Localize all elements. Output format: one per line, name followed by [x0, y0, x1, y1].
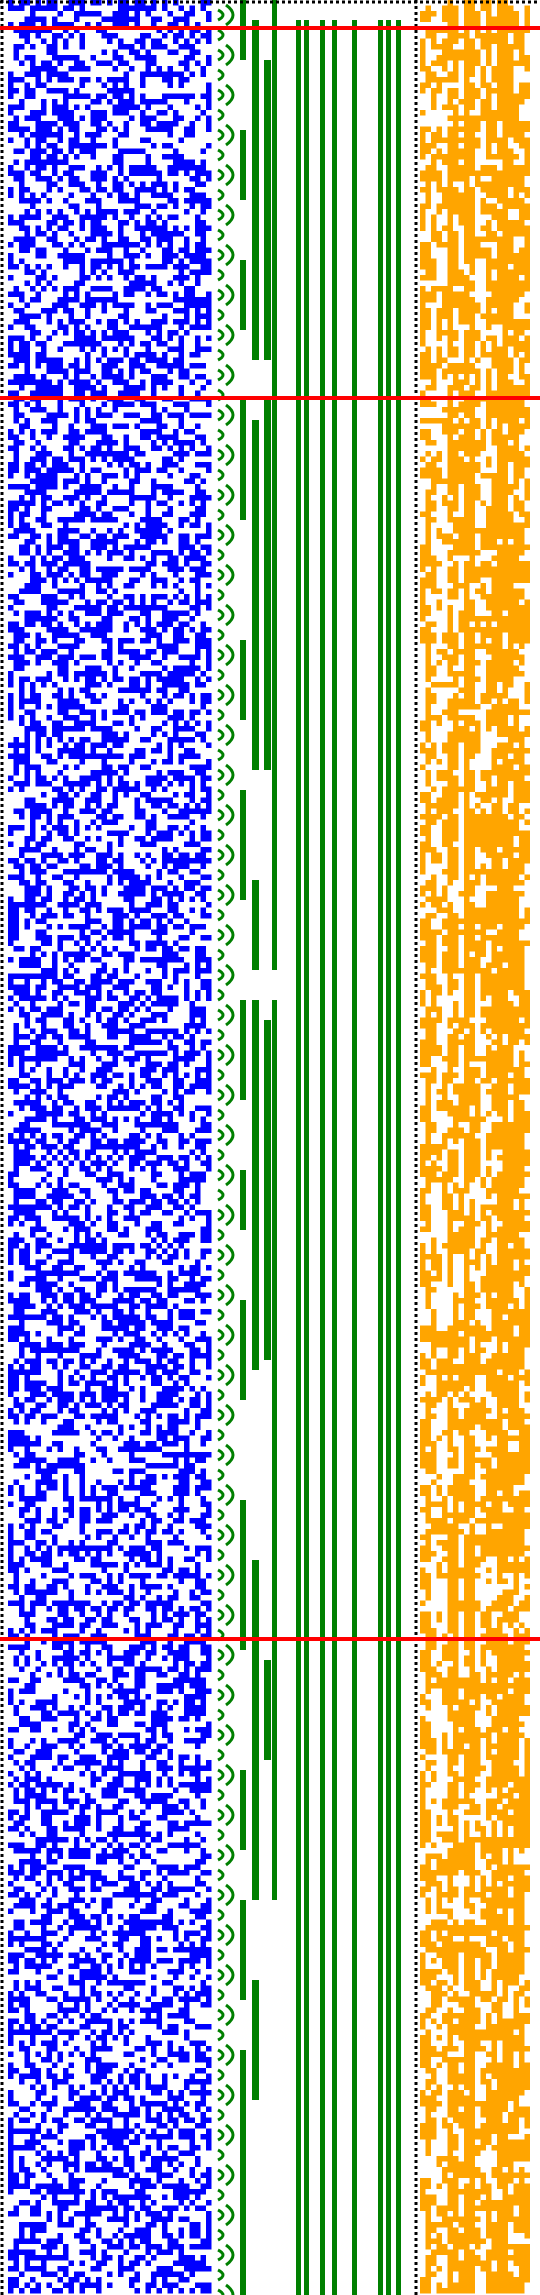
green-vertical-bar [386, 20, 391, 2295]
green-segment-bar [240, 2050, 246, 2295]
green-segment-bar [252, 20, 259, 360]
green-vertical-bar [296, 20, 301, 2295]
green-segment-bar [240, 1900, 246, 2000]
green-segment-bar [264, 60, 271, 360]
green-vertical-bar [396, 20, 401, 2295]
green-segment-bar [272, 0, 277, 970]
green-segment-bar [252, 1980, 259, 2100]
red-marker-line [0, 26, 540, 30]
green-segment-bar [240, 1770, 246, 1850]
orange-bit-cells [420, 0, 530, 2294]
blue-bit-cells [8, 0, 212, 2294]
green-arcs [217, 3, 235, 2295]
green-segment-bar [252, 420, 259, 770]
green-segment-bar [240, 640, 246, 720]
green-segment-bar [240, 790, 246, 900]
green-segment-bar [240, 1170, 246, 1230]
green-segment-bar [264, 1020, 271, 1360]
green-vertical-bar [332, 20, 337, 2295]
green-segment-bar [264, 1660, 271, 1760]
blue-bit-matrix [8, 0, 212, 2294]
orange-bit-matrix [420, 0, 530, 2294]
red-marker-lines [0, 26, 540, 1641]
green-segment-bar [252, 1000, 259, 1370]
green-segment-bar [264, 400, 271, 770]
green-segment-bar [272, 1000, 277, 1900]
green-segment-bar [240, 260, 246, 330]
green-vertical-bar [352, 20, 357, 2295]
green-segment-bar [240, 1000, 246, 1100]
green-vertical-bar [378, 20, 383, 2295]
green-vertical-bar [320, 20, 325, 2295]
green-segment-bar [240, 1300, 246, 1400]
green-vertical-bar [304, 20, 309, 2295]
green-segment-bar [240, 1500, 246, 1650]
green-segment-bar [252, 1560, 259, 1900]
red-marker-line [0, 1637, 540, 1641]
green-arc-columns [217, 0, 401, 2295]
green-segment-bar [252, 880, 259, 970]
green-segment-bar [240, 130, 246, 200]
red-marker-line [0, 396, 540, 400]
green-segment-bar [240, 400, 246, 520]
